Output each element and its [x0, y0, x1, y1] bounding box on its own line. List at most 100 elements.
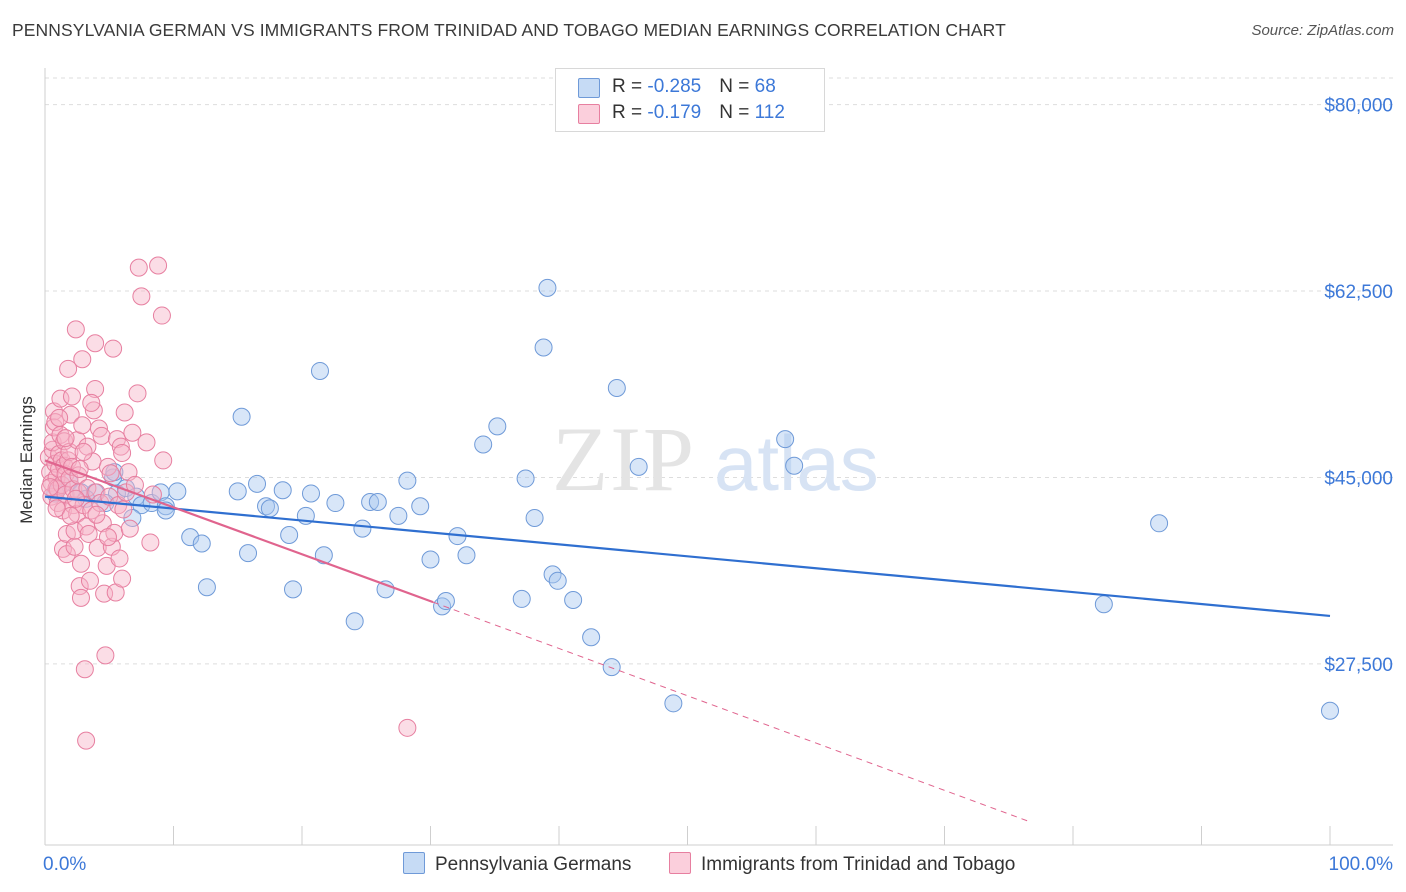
point-trinidad-tobago	[56, 429, 75, 448]
point-pennsylvania-german	[310, 361, 329, 380]
point-trinidad-tobago	[113, 569, 132, 588]
point-pennsylvania-german	[361, 492, 380, 511]
point-trinidad-tobago	[96, 646, 115, 665]
point-pennsylvania-german	[1094, 595, 1113, 614]
legend-swatch-pink	[578, 104, 600, 124]
point-pennsylvania-german	[197, 578, 216, 597]
point-pennsylvania-german	[1321, 701, 1339, 720]
point-trinidad-tobago	[128, 384, 147, 403]
legend-swatch-blue	[578, 78, 600, 98]
gridlines	[45, 77, 1393, 665]
point-pennsylvania-german	[232, 407, 251, 426]
bottom-legend-blue: Pennsylvania Germans	[403, 852, 631, 876]
y-tick-label: $80,000	[1324, 96, 1393, 117]
point-trinidad-tobago	[74, 442, 93, 461]
tick-labels: $80,000 $62,500 $45,000 $27,500 0.0% 100.0%	[43, 96, 1393, 875]
axes	[44, 68, 1393, 846]
point-pennsylvania-german	[345, 612, 364, 631]
point-trinidad-tobago	[87, 505, 106, 524]
y-tick-label: $27,500	[1324, 655, 1393, 676]
bottom-legend-label-pink: Immigrants from Trinidad and Tobago	[701, 854, 1016, 875]
point-trinidad-tobago	[75, 660, 94, 679]
point-pennsylvania-german	[260, 499, 279, 518]
point-pennsylvania-german	[280, 526, 299, 545]
point-pennsylvania-german	[398, 471, 417, 490]
point-pennsylvania-german	[1150, 514, 1169, 533]
point-trinidad-tobago	[73, 350, 92, 369]
point-trinidad-tobago	[59, 359, 78, 378]
point-trinidad-tobago	[141, 533, 160, 552]
point-trinidad-tobago	[86, 380, 105, 399]
point-pennsylvania-german	[776, 430, 795, 449]
point-trinidad-tobago	[123, 423, 142, 442]
point-pennsylvania-german	[368, 492, 387, 511]
legend-n-value: 112	[754, 102, 785, 123]
point-pennsylvania-german	[457, 546, 476, 565]
point-trinidad-tobago	[73, 416, 92, 435]
point-pennsylvania-german	[548, 571, 567, 590]
point-pennsylvania-german	[602, 658, 621, 677]
point-trinidad-tobago	[57, 545, 76, 564]
point-trinidad-tobago	[111, 437, 130, 456]
y-axis-label: Median Earnings	[17, 396, 36, 524]
bottom-legend-label-blue: Pennsylvania Germans	[435, 854, 632, 875]
point-trinidad-tobago	[66, 320, 85, 339]
point-trinidad-tobago	[84, 401, 103, 420]
point-trinidad-tobago	[71, 588, 90, 607]
point-pennsylvania-german	[168, 482, 187, 501]
point-pennsylvania-german	[301, 484, 320, 503]
point-trinidad-tobago	[80, 571, 99, 590]
point-trinidad-tobago	[95, 584, 114, 603]
bottom-legend-swatch-blue	[403, 852, 425, 874]
trend-line-pennsylvania-germans	[44, 495, 1331, 618]
x-tick-label: 0.0%	[43, 854, 86, 875]
point-trinidad-tobago	[92, 426, 111, 445]
point-trinidad-tobago	[110, 549, 129, 568]
legend-n-label: N =	[719, 102, 755, 123]
point-pennsylvania-german	[664, 694, 683, 713]
chart-title: PENNSYLVANIA GERMAN VS IMMIGRANTS FROM T…	[12, 20, 1006, 40]
point-pennsylvania-german	[273, 481, 292, 500]
point-trinidad-tobago	[137, 433, 156, 452]
point-pennsylvania-german	[389, 506, 408, 525]
trend-line-trinidad-tobago	[44, 459, 434, 604]
point-pennsylvania-german	[488, 417, 507, 436]
point-trinidad-tobago	[104, 339, 123, 358]
point-trinidad-tobago	[79, 524, 98, 543]
point-trinidad-tobago	[149, 256, 168, 275]
trend-line-trinidad-tobago-extension	[432, 601, 1030, 823]
point-trinidad-tobago	[51, 389, 70, 408]
point-trinidad-tobago	[77, 731, 96, 750]
source-label: Source: ZipAtlas.com	[1251, 22, 1394, 39]
point-pennsylvania-german	[512, 589, 531, 608]
point-trinidad-tobago	[55, 432, 74, 451]
point-pennsylvania-german	[353, 519, 372, 538]
point-trinidad-tobago	[129, 258, 148, 277]
point-pennsylvania-german	[785, 456, 804, 475]
point-pennsylvania-german	[314, 546, 333, 565]
trend-lines	[44, 459, 1331, 823]
point-trinidad-tobago	[152, 306, 171, 325]
point-pennsylvania-german	[228, 482, 247, 501]
point-pennsylvania-german	[411, 497, 430, 516]
point-trinidad-tobago	[398, 718, 417, 737]
point-pennsylvania-german	[436, 592, 455, 611]
point-pennsylvania-german	[629, 457, 648, 476]
point-pennsylvania-german	[192, 534, 211, 553]
point-pennsylvania-german	[525, 508, 544, 527]
point-pennsylvania-german	[564, 590, 583, 609]
point-trinidad-tobago	[132, 287, 151, 306]
point-trinidad-tobago	[82, 393, 101, 412]
bottom-legend-pink: Immigrants from Trinidad and Tobago	[669, 852, 1015, 876]
point-pennsylvania-german	[248, 474, 267, 493]
point-pennsylvania-german	[534, 338, 553, 357]
x-tick-label: 100.0%	[1329, 854, 1394, 875]
point-trinidad-tobago	[65, 537, 84, 556]
point-trinidad-tobago	[120, 519, 139, 538]
point-trinidad-tobago	[98, 528, 117, 547]
point-pennsylvania-german	[474, 435, 493, 454]
point-trinidad-tobago	[50, 408, 69, 427]
point-trinidad-tobago	[86, 334, 105, 353]
series-trinidad-tobago	[39, 256, 417, 750]
